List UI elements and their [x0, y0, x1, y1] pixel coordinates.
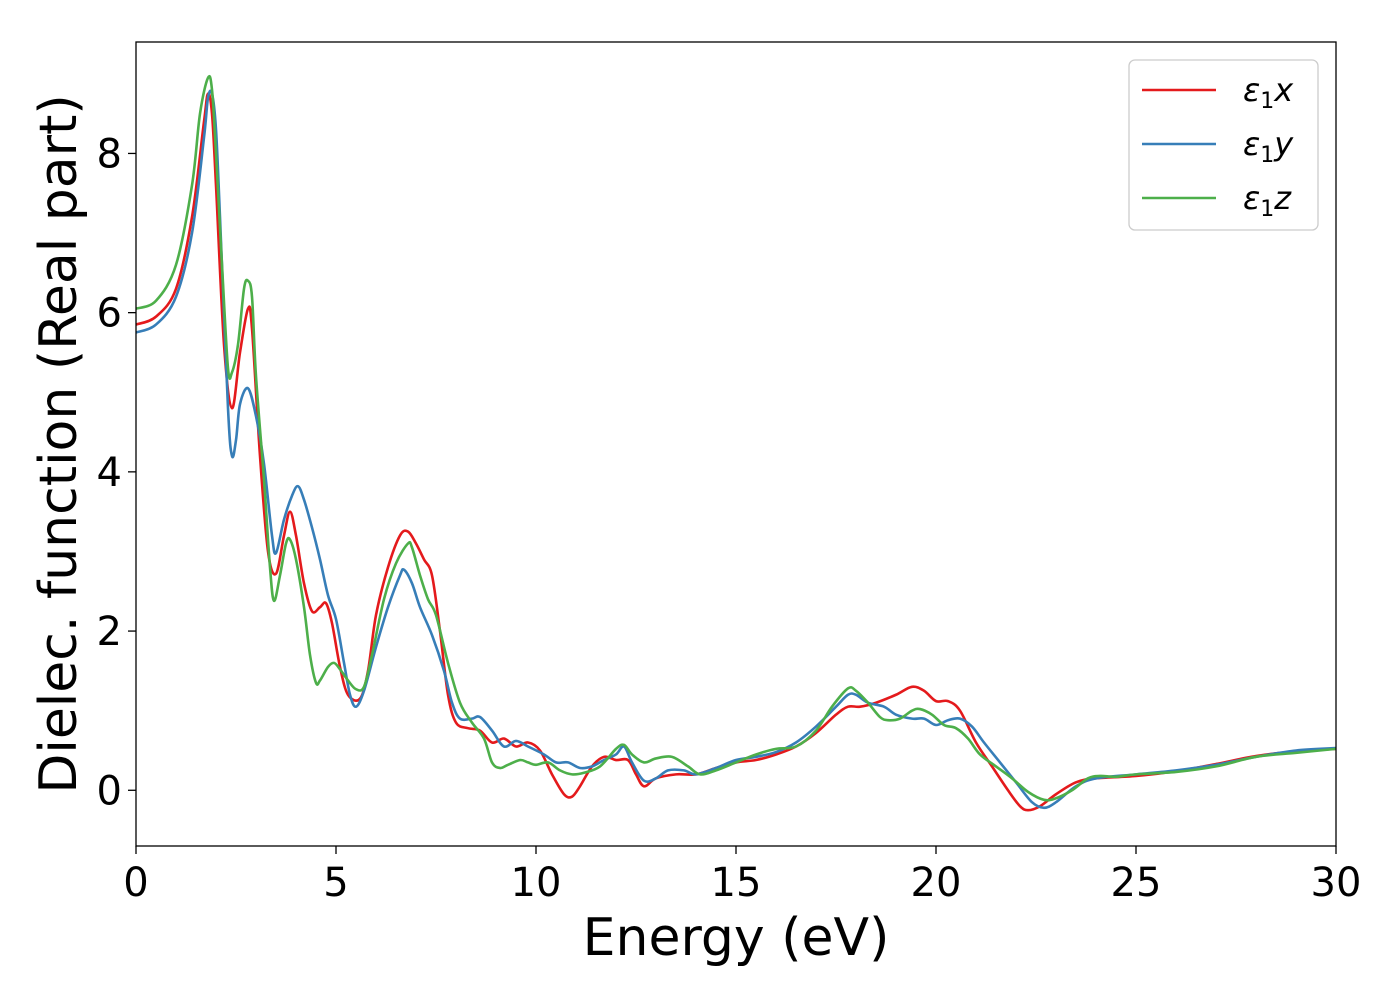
x-tick-label: 15 [711, 860, 762, 906]
y-axis-title: Dielec. function (Real part) [29, 94, 89, 793]
series-line-y [136, 89, 1336, 810]
legend-box [1128, 59, 1319, 231]
legend-label-x: ε1x [1243, 71, 1294, 114]
series-line-x [136, 92, 1336, 812]
y-tick-label: 2 [97, 609, 122, 655]
series-layer [136, 74, 1336, 812]
y-axis: 0 2 4 6 8 [97, 131, 136, 814]
x-tick-label: 25 [1111, 860, 1162, 906]
x-tick-label: 20 [911, 860, 962, 906]
legend-label-y: ε1y [1243, 125, 1294, 168]
y-tick-label: 0 [97, 768, 122, 814]
x-tick-label: 10 [511, 860, 562, 906]
y-tick-label: 6 [97, 291, 122, 337]
x-axis: 0 5 10 15 20 25 30 [123, 846, 1361, 906]
series-line-z [136, 74, 1336, 802]
legend: ε1x ε1y ε1z [1128, 59, 1319, 231]
y-tick-label: 8 [97, 131, 122, 177]
x-axis-title: Energy (eV) [583, 908, 890, 968]
x-tick-label: 30 [1311, 860, 1362, 906]
y-tick-label: 4 [97, 450, 122, 496]
x-tick-label: 5 [323, 860, 348, 906]
legend-label-z: ε1z [1243, 179, 1292, 222]
x-tick-label: 0 [123, 860, 148, 906]
